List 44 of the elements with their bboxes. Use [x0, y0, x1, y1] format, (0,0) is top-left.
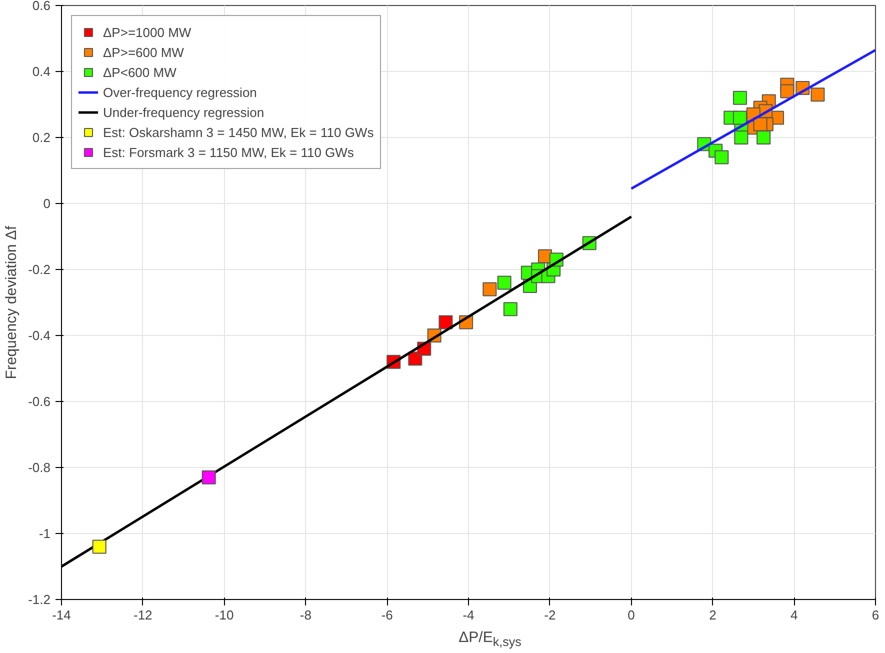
point — [732, 90, 747, 105]
y-tick-label: -0.6 — [28, 394, 51, 409]
legend-label: Est: Forsmark 3 = 1150 MW, Ek = 110 GWs — [103, 144, 354, 160]
x-tick-label: -8 — [300, 608, 312, 622]
legend-label: ΔP>=1000 MW — [103, 24, 192, 40]
point — [753, 117, 768, 132]
point — [780, 84, 794, 98]
y-tick-label: 0.2 — [32, 130, 51, 145]
y-tick-label: -1.2 — [28, 592, 51, 607]
point — [438, 315, 453, 330]
x-tick-label: -2 — [544, 608, 556, 622]
y-tick-label: 0.6 — [32, 0, 51, 13]
x-tick-label: -6 — [381, 608, 393, 622]
x-axis-title: ΔP/E$_{k,sys}$ — [458, 628, 522, 651]
y-axis-title: Frequency deviation Δf — [3, 224, 20, 380]
point — [714, 150, 729, 164]
point — [732, 110, 747, 125]
point — [734, 130, 748, 144]
point — [810, 88, 825, 102]
x-tick-label: -12 — [134, 608, 152, 622]
legend-label: ΔP>=600 MW — [103, 44, 184, 60]
x-tick-label: -14 — [52, 608, 71, 622]
legend-label: Over-frequency regression — [103, 84, 257, 100]
y-tick-label: -1 — [38, 526, 51, 541]
legend-label: Est: Oskarshamn 3 = 1450 MW, Ek = 110 GWs — [103, 124, 374, 140]
point — [92, 540, 106, 554]
x-tick-label: 0 — [628, 608, 635, 622]
point — [202, 470, 216, 484]
y-tick-label: 0.4 — [32, 64, 51, 79]
point — [756, 130, 771, 144]
point — [497, 276, 512, 290]
point — [482, 282, 497, 296]
x-tick-label: -10 — [214, 608, 234, 622]
y-tick-label: -0.8 — [28, 460, 51, 475]
x-tick-label: 4 — [790, 608, 798, 622]
x-tick-label: 6 — [872, 608, 880, 622]
x-tick-label: 2 — [709, 608, 716, 622]
y-tick-label: -0.4 — [28, 328, 51, 343]
x-tick-label: -4 — [462, 608, 474, 622]
point — [503, 302, 518, 316]
y-tick-label: 0 — [43, 196, 51, 211]
y-tick-label: -0.2 — [28, 262, 51, 277]
legend-label: ΔP<600 MW — [103, 64, 176, 80]
legend-label: Under-frequency regression — [103, 104, 264, 120]
